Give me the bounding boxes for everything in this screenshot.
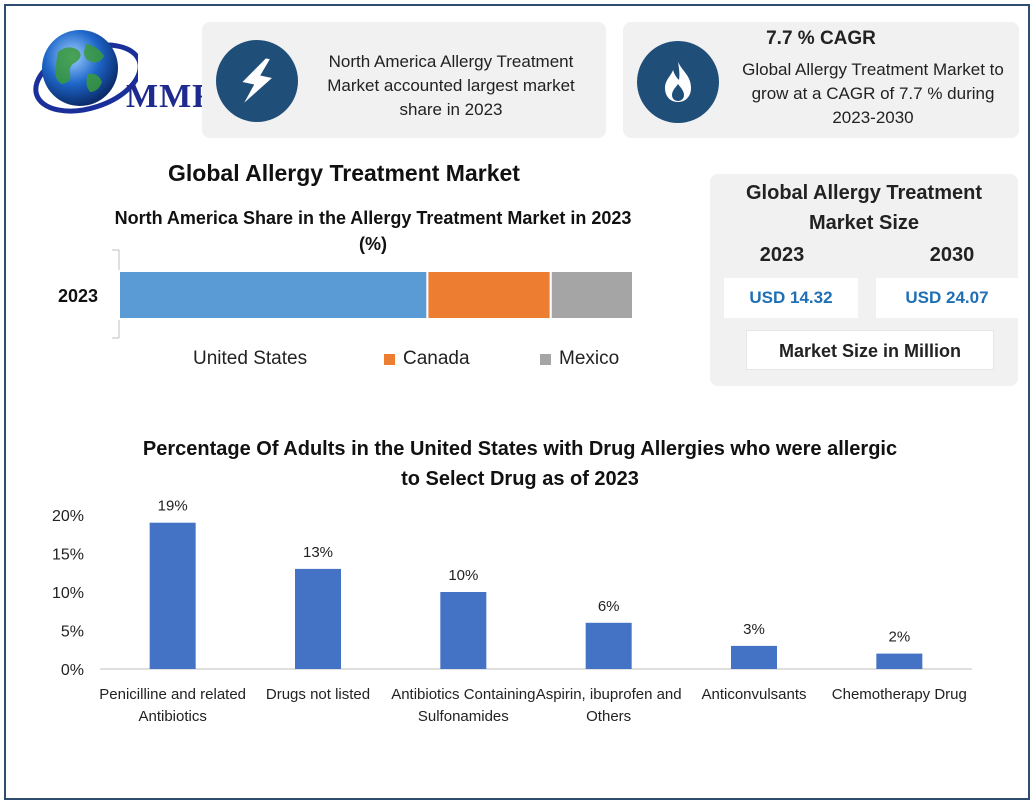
infographic-frame	[4, 4, 1030, 800]
legend-swatch-united-states	[174, 353, 185, 365]
market-size-year-2030: 2030	[929, 244, 975, 266]
drug-chart-category-label: Penicilline and related Antibiotics	[99, 686, 247, 725]
drug-chart-category-label: Chemotherapy Drug	[831, 686, 967, 703]
flame-icon	[637, 41, 719, 123]
globe-icon	[33, 30, 143, 114]
market-size-title: Global Allergy Treatment Market Size	[746, 182, 982, 234]
cagr-card: 7.7 % CAGR Global Allergy Treatment Mark…	[623, 22, 1019, 138]
legend-swatch-mexico	[540, 353, 551, 365]
market-size-value-2030: USD 24.07	[876, 278, 1018, 318]
lightning-icon	[216, 40, 298, 122]
drug-chart-category-label: Anticonvulsants	[701, 686, 807, 703]
logo-text: MMR	[126, 78, 218, 115]
drug-allergy-chart-title: Percentage Of Adults in the United State…	[142, 438, 898, 490]
legend-label-mexico: Mexico	[559, 348, 620, 369]
legend-label-canada: Canada	[403, 348, 470, 369]
main-title: Global Allergy Treatment Market	[168, 160, 520, 186]
market-size-year-2023: 2023	[759, 244, 805, 266]
cagr-text: Global Allergy Treatment Market to grow …	[742, 60, 1004, 127]
cagr-title: 7.7 % CAGR	[766, 28, 876, 49]
mmr-logo: MMR	[28, 22, 217, 122]
legend-item-canada: Canada	[384, 348, 470, 370]
legend-item-united-states: United States	[174, 348, 307, 370]
market-size-value-2023: USD 14.32	[724, 278, 858, 318]
market-size-unit-note: Market Size in Million	[746, 330, 994, 370]
legend-label-united-states: United States	[193, 348, 308, 369]
drug-chart-category-label: Antibiotics Containing Sulfonamides	[391, 686, 536, 725]
share-chart-title: North America Share in the Allergy Treat…	[114, 208, 632, 254]
north-america-text: North America Allergy Treatment Market a…	[327, 52, 575, 119]
drug-chart-category-label: Aspirin, ibuprofen and Others	[535, 686, 682, 725]
north-america-card: North America Allergy Treatment Market a…	[202, 22, 606, 138]
legend-swatch-canada	[384, 353, 395, 365]
drug-chart-category-label: Drugs not listed	[265, 686, 371, 703]
legend-item-mexico: Mexico	[540, 348, 619, 370]
